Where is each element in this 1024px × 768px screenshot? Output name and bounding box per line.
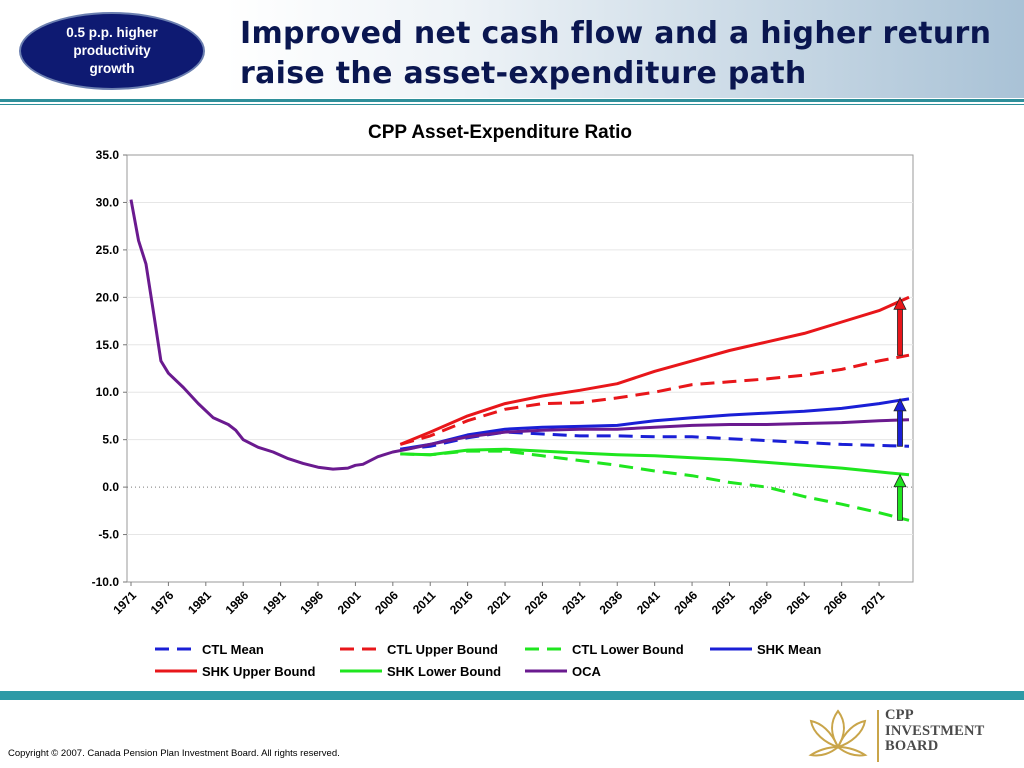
y-tick-label: -10.0 — [92, 575, 120, 589]
plot-area: 35.030.025.020.015.010.05.00.0-5.0-10.01… — [92, 148, 914, 617]
legend-item: OCA — [525, 664, 602, 679]
legend-item: CTL Lower Bound — [525, 642, 684, 657]
legend-label: OCA — [572, 664, 602, 679]
uplift-arrow-shaft — [897, 408, 903, 447]
x-tick-label: 2041 — [634, 588, 663, 617]
header-rule-thin — [0, 104, 1024, 105]
x-tick-label: 2006 — [372, 588, 401, 617]
legend-label: SHK Lower Bound — [387, 664, 501, 679]
y-tick-label: -5.0 — [98, 528, 119, 542]
legend-item: SHK Upper Bound — [155, 664, 315, 679]
scenario-badge: 0.5 p.p. higher productivity growth — [19, 12, 205, 90]
x-tick-label: 2036 — [597, 588, 626, 617]
x-tick-label: 2071 — [858, 588, 887, 617]
legend-item: CTL Mean — [155, 642, 264, 657]
legend-label: CTL Lower Bound — [572, 642, 684, 657]
x-tick-label: 2011 — [410, 588, 439, 617]
x-tick-label: 1981 — [185, 588, 214, 617]
copyright-text: Copyright © 2007. Canada Pension Plan In… — [8, 748, 340, 759]
x-tick-label: 2051 — [709, 588, 738, 617]
cpp-logo-wordmark: CPP INVESTMENT BOARD — [885, 707, 985, 755]
x-tick-label: 1976 — [148, 588, 177, 617]
y-tick-label: 25.0 — [96, 243, 120, 257]
plot-frame — [126, 154, 914, 583]
slide-title: Improved net cash flow and a higher retu… — [240, 16, 992, 91]
x-tick-label: 1991 — [260, 588, 289, 617]
footer-bar — [0, 691, 1024, 700]
cpp-logo-icon — [805, 707, 871, 764]
series-line-shk-lower-bound — [400, 447, 910, 477]
x-tick-label: 1996 — [297, 588, 326, 617]
y-tick-label: 10.0 — [96, 385, 120, 399]
uplift-arrow-shaft — [897, 484, 903, 521]
x-tick-label: 2021 — [484, 588, 513, 617]
y-tick-label: 20.0 — [96, 290, 120, 304]
legend-item: SHK Mean — [710, 642, 821, 657]
legend-label: CTL Mean — [202, 642, 264, 657]
uplift-arrow-head — [893, 296, 907, 310]
legend-label: SHK Upper Bound — [202, 664, 315, 679]
x-tick-label: 2001 — [335, 588, 364, 617]
chart-title: CPP Asset-Expenditure Ratio — [368, 122, 632, 143]
y-tick-label: 15.0 — [96, 338, 120, 352]
chart-legend: CTL Mean CTL Upper Bound CTL Lower Bound SH… — [155, 642, 821, 679]
x-tick-label: 1971 — [110, 588, 139, 617]
series-line-shk-upper-bound — [399, 295, 910, 446]
logo-line-1: CPP — [885, 707, 914, 723]
y-tick-label: 0.0 — [102, 480, 119, 494]
legend-item: CTL Upper Bound — [340, 642, 498, 657]
x-tick-label: 2046 — [671, 588, 700, 617]
series-line-shk-mean — [400, 397, 910, 451]
legend-label: SHK Mean — [757, 642, 821, 657]
uplift-arrow — [893, 473, 907, 521]
header-rule-thick — [0, 99, 1024, 102]
y-tick-label: 5.0 — [102, 433, 119, 447]
y-tick-label: 35.0 — [96, 148, 120, 162]
uplift-arrow-head — [893, 473, 907, 488]
x-tick-label: 2026 — [522, 588, 551, 617]
logo-line-2: INVESTMENT — [885, 722, 985, 739]
legend-item: SHK Lower Bound — [340, 664, 501, 679]
asset-expenditure-chart: CPP Asset-Expenditure Ratio 35.0 30.0 25.0… — [92, 122, 914, 679]
x-tick-label: 2061 — [784, 588, 813, 617]
uplift-arrow — [893, 296, 907, 356]
uplift-arrow-shaft — [897, 306, 903, 356]
series-line-ctl-mean — [400, 430, 910, 451]
y-tick-label: 30.0 — [96, 195, 120, 209]
series-line-oca — [129, 199, 910, 471]
x-tick-label: 2016 — [447, 588, 476, 617]
uplift-arrow — [893, 397, 907, 447]
x-tick-label: 2031 — [559, 588, 588, 617]
x-tick-label: 2066 — [821, 588, 850, 617]
logo-divider — [877, 710, 879, 762]
scenario-badge-text: 0.5 p.p. higher productivity growth — [66, 25, 158, 76]
x-tick-label: 1986 — [223, 588, 252, 617]
logo-line-3: BOARD — [885, 738, 939, 754]
uplift-arrow-head — [893, 397, 907, 412]
legend-label: CTL Upper Bound — [387, 642, 498, 657]
x-tick-label: 2056 — [746, 588, 775, 617]
